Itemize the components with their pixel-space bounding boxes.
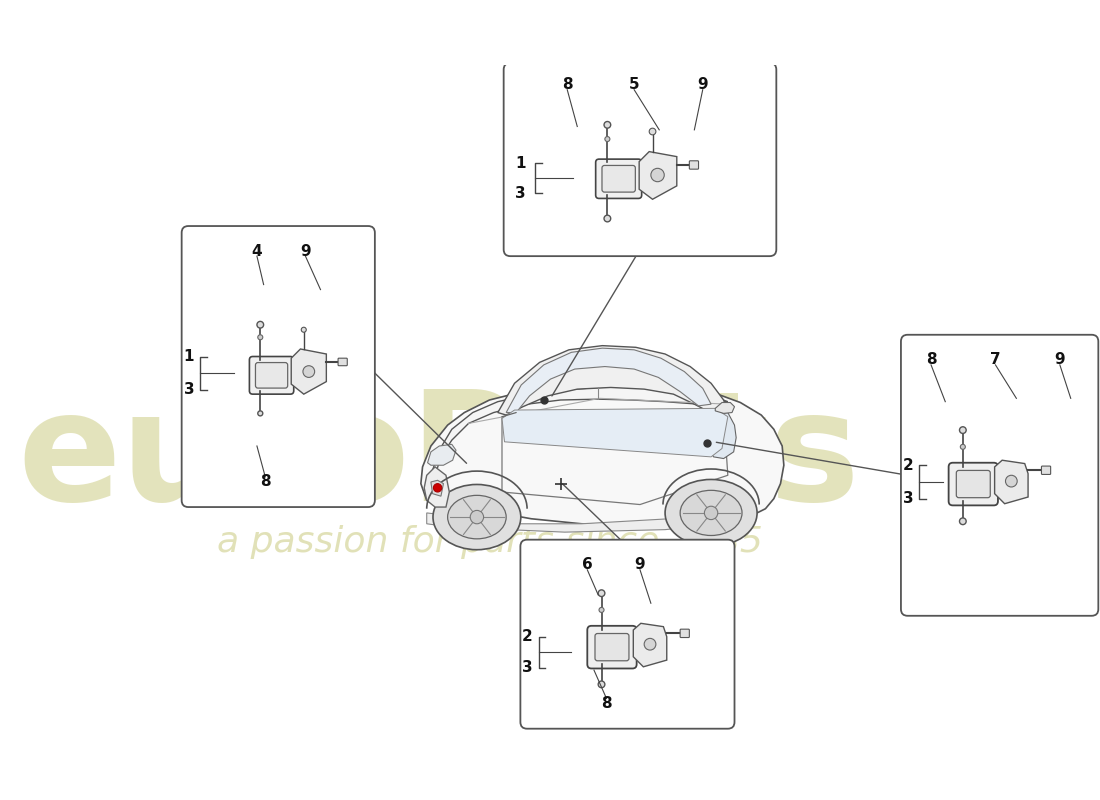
- FancyBboxPatch shape: [338, 358, 348, 366]
- Circle shape: [704, 506, 718, 520]
- FancyBboxPatch shape: [255, 362, 288, 388]
- Polygon shape: [292, 349, 327, 394]
- Circle shape: [605, 137, 609, 142]
- Ellipse shape: [433, 485, 520, 550]
- Polygon shape: [428, 444, 456, 466]
- Circle shape: [301, 327, 306, 332]
- Text: 2: 2: [903, 458, 913, 473]
- FancyBboxPatch shape: [504, 63, 777, 256]
- FancyBboxPatch shape: [901, 334, 1098, 616]
- Text: 8: 8: [926, 352, 936, 367]
- Circle shape: [959, 426, 966, 434]
- Ellipse shape: [666, 479, 757, 546]
- Circle shape: [651, 168, 664, 182]
- Text: 3: 3: [903, 491, 913, 506]
- Text: 5: 5: [629, 77, 639, 92]
- Text: euroParts: euroParts: [18, 384, 860, 533]
- Circle shape: [604, 215, 611, 222]
- Circle shape: [470, 510, 484, 524]
- Circle shape: [257, 411, 263, 416]
- FancyBboxPatch shape: [587, 626, 637, 669]
- Polygon shape: [639, 151, 676, 199]
- Text: 6: 6: [582, 558, 593, 572]
- Polygon shape: [707, 413, 736, 458]
- Polygon shape: [715, 402, 735, 414]
- Circle shape: [302, 366, 315, 378]
- Text: 9: 9: [697, 77, 708, 92]
- Text: 9: 9: [300, 244, 311, 258]
- Text: a passion for parts since 1985: a passion for parts since 1985: [217, 525, 762, 559]
- Polygon shape: [498, 346, 728, 415]
- Circle shape: [433, 484, 442, 492]
- Circle shape: [649, 128, 656, 135]
- FancyBboxPatch shape: [956, 470, 990, 498]
- Text: 3: 3: [184, 382, 195, 398]
- Text: 1: 1: [184, 349, 195, 364]
- Text: 8: 8: [602, 696, 612, 711]
- FancyBboxPatch shape: [1042, 466, 1050, 474]
- Circle shape: [600, 607, 604, 613]
- Polygon shape: [427, 512, 732, 532]
- Text: 8: 8: [260, 474, 271, 490]
- Text: 4: 4: [252, 244, 262, 258]
- Polygon shape: [506, 348, 711, 413]
- FancyBboxPatch shape: [250, 357, 294, 394]
- FancyBboxPatch shape: [182, 226, 375, 507]
- Circle shape: [257, 334, 263, 340]
- FancyBboxPatch shape: [596, 159, 641, 198]
- Text: 9: 9: [1055, 352, 1065, 367]
- FancyBboxPatch shape: [948, 462, 998, 506]
- Text: 9: 9: [635, 558, 646, 572]
- Polygon shape: [431, 480, 443, 496]
- FancyBboxPatch shape: [520, 540, 735, 729]
- Circle shape: [598, 681, 605, 688]
- Text: 2: 2: [522, 629, 532, 644]
- Polygon shape: [994, 460, 1028, 504]
- Text: 7: 7: [990, 352, 1001, 367]
- Text: 1: 1: [515, 156, 526, 171]
- Ellipse shape: [680, 490, 742, 535]
- Text: 3: 3: [522, 660, 532, 675]
- Text: 8: 8: [562, 77, 572, 92]
- Circle shape: [960, 444, 966, 450]
- FancyBboxPatch shape: [690, 161, 698, 169]
- FancyBboxPatch shape: [602, 166, 636, 192]
- Polygon shape: [427, 386, 728, 500]
- Text: 3: 3: [515, 186, 526, 201]
- FancyBboxPatch shape: [680, 629, 690, 638]
- Circle shape: [645, 638, 656, 650]
- Polygon shape: [421, 386, 784, 526]
- Circle shape: [959, 518, 966, 525]
- Polygon shape: [425, 467, 449, 507]
- Polygon shape: [634, 623, 667, 667]
- Circle shape: [257, 322, 264, 328]
- Circle shape: [604, 122, 611, 128]
- Circle shape: [1005, 475, 1018, 487]
- Ellipse shape: [448, 495, 506, 539]
- Polygon shape: [502, 408, 728, 457]
- FancyBboxPatch shape: [595, 634, 629, 661]
- Circle shape: [598, 590, 605, 597]
